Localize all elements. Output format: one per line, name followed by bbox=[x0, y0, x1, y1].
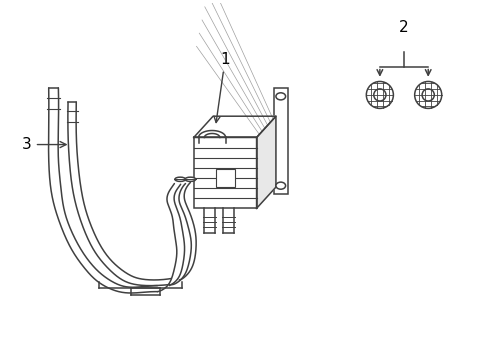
Bar bbox=[273, 88, 287, 194]
Ellipse shape bbox=[175, 177, 185, 181]
Text: 1: 1 bbox=[214, 51, 229, 122]
Polygon shape bbox=[256, 116, 275, 208]
Ellipse shape bbox=[421, 89, 433, 101]
Circle shape bbox=[275, 182, 285, 189]
Text: 3: 3 bbox=[22, 137, 66, 152]
Ellipse shape bbox=[373, 89, 385, 101]
Ellipse shape bbox=[366, 81, 393, 108]
Ellipse shape bbox=[414, 81, 441, 108]
Text: 2: 2 bbox=[398, 20, 408, 35]
Bar bbox=[193, 138, 256, 208]
Circle shape bbox=[275, 93, 285, 100]
Bar bbox=[215, 169, 234, 187]
Ellipse shape bbox=[184, 177, 195, 181]
Polygon shape bbox=[193, 116, 275, 138]
